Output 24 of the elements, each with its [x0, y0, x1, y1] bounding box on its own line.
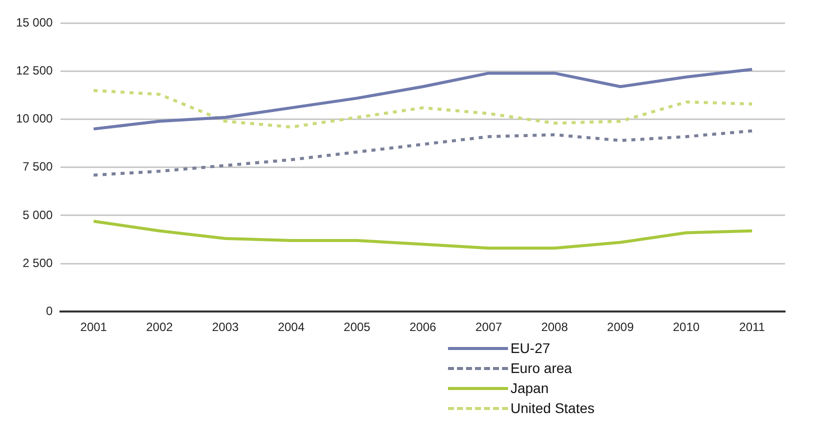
y-tick-label: 12 500	[16, 64, 54, 78]
legend-label: Euro area	[510, 360, 572, 376]
x-tick-label: 2010	[672, 320, 700, 334]
legend-label: United States	[510, 400, 595, 416]
legend-label: Japan	[510, 380, 549, 396]
x-tick-label: 2007	[475, 320, 502, 334]
y-tick-label: 5 000	[22, 208, 54, 222]
x-tick-label: 2011	[739, 320, 766, 334]
x-tick-label: 2009	[607, 320, 634, 334]
y-tick-label: 15 000	[16, 16, 54, 30]
legend-label: EU-27	[510, 340, 550, 356]
x-tick-label: 2006	[410, 320, 437, 334]
x-tick-label: 2002	[146, 320, 174, 334]
x-tick-label: 2005	[344, 320, 371, 334]
x-tick-label: 2008	[541, 320, 568, 334]
y-tick-label: 7 500	[22, 160, 54, 174]
y-tick-label: 0	[46, 304, 54, 318]
y-tick-label: 2 500	[22, 256, 54, 270]
x-tick-label: 2001	[80, 320, 108, 334]
x-tick-label: 2004	[278, 320, 305, 334]
line-series	[92, 129, 754, 177]
y-tick-label: 10 000	[16, 112, 54, 126]
x-tick-label: 2003	[212, 320, 239, 334]
line-series	[92, 88, 754, 129]
